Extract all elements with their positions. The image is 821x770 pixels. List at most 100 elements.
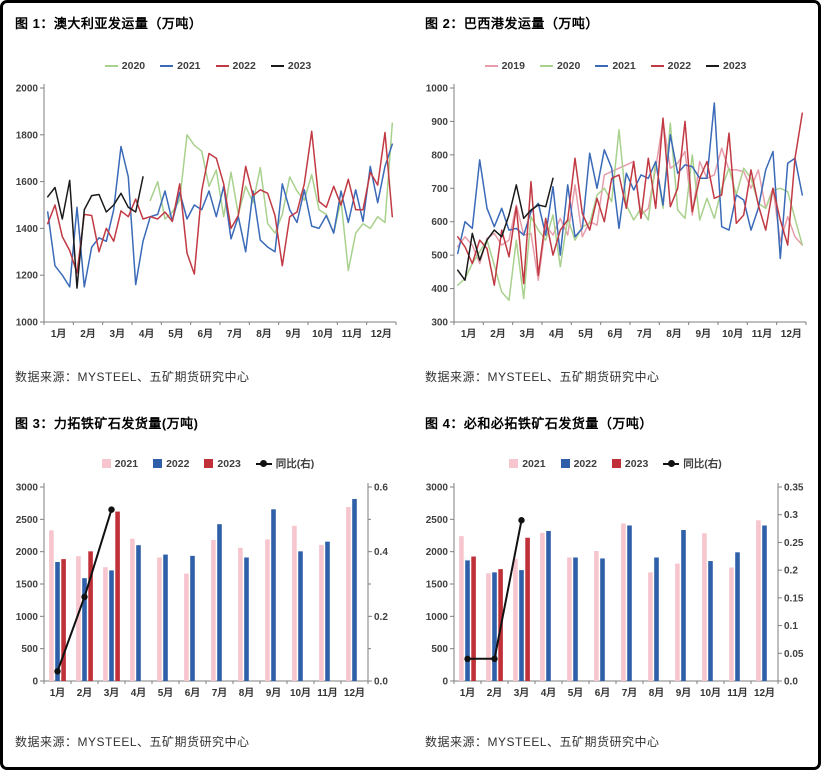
legend-line-swatch-icon — [160, 64, 174, 68]
legend-bar-swatch-icon — [204, 459, 214, 468]
svg-text:9月: 9月 — [266, 687, 282, 699]
svg-text:8月: 8月 — [649, 687, 665, 699]
legend-item-2023: 2023 — [270, 60, 312, 72]
svg-text:7月: 7月 — [227, 328, 243, 340]
legend-line-swatch-icon — [215, 64, 229, 68]
svg-text:2月: 2月 — [490, 328, 506, 340]
chart-cell-brazil: 图 2：巴西港发运量（万吨） 2019 2020 2021 2022 2023 300 4… — [413, 3, 818, 403]
svg-text:500: 500 — [21, 644, 38, 655]
chart-legend-rio-tinto: 2021 2022 2023 同比(右) — [3, 456, 413, 471]
svg-text:2500: 2500 — [16, 515, 39, 526]
svg-text:2000: 2000 — [16, 84, 39, 95]
svg-text:12月: 12月 — [781, 328, 802, 340]
chart-canvas-australia: 1000 1200 1400 1600 1800 2000 1月 2月 3月 4月 5月 6月 7月 8月… — [16, 84, 397, 340]
svg-text:11月: 11月 — [317, 687, 338, 699]
chart-legend-brazil: 2019 2020 2021 2022 2023 — [413, 60, 818, 72]
bar-series-2021 — [459, 520, 761, 681]
svg-text:5月: 5月 — [578, 328, 594, 340]
svg-text:0.6: 0.6 — [374, 483, 388, 494]
legend-bar-swatch-icon — [101, 459, 111, 468]
legend-item-2023: 2023 — [204, 458, 241, 470]
svg-text:6月: 6月 — [595, 687, 611, 699]
svg-text:10月: 10月 — [700, 687, 721, 699]
legend-label: 同比(右) — [683, 458, 722, 470]
svg-text:10月: 10月 — [312, 328, 333, 340]
svg-text:12月: 12月 — [754, 687, 775, 699]
svg-text:700: 700 — [431, 184, 448, 195]
svg-text:1月: 1月 — [50, 687, 66, 699]
legend-label: 2023 — [624, 457, 649, 470]
line-series-2022 — [456, 112, 804, 286]
svg-text:9月: 9月 — [286, 328, 302, 340]
svg-text:3月: 3月 — [514, 687, 530, 699]
svg-text:2月: 2月 — [487, 687, 503, 699]
legend-label: 同比(右) — [275, 458, 315, 470]
x-axis: 1月 2月 3月 4月 5月 6月 7月 8月 9月 10月 11月 12月 — [453, 680, 779, 699]
svg-text:500: 500 — [431, 251, 448, 262]
line-series-同比(右) — [54, 506, 115, 675]
data-source-australia: 数据来源：MYSTEEL、五矿期货研究中心 — [15, 370, 250, 384]
legend-line-swatch-icon — [706, 64, 720, 68]
chart-title-bhp: 图 4：必和必拓铁矿石发货量（万吨） — [425, 416, 653, 431]
line-series-2020 — [149, 122, 394, 272]
legend-label: 2021 — [522, 457, 546, 470]
svg-text:1000: 1000 — [426, 84, 449, 95]
svg-text:12月: 12月 — [344, 687, 365, 699]
svg-text:5月: 5月 — [568, 687, 584, 699]
svg-text:1月: 1月 — [460, 687, 476, 699]
svg-text:1500: 1500 — [426, 580, 449, 591]
legend-item-2020: 2020 — [539, 60, 580, 72]
legend-line-swatch-icon — [650, 64, 664, 68]
svg-text:6月: 6月 — [608, 328, 624, 340]
bar-series-2023 — [61, 511, 120, 681]
svg-text:2000: 2000 — [426, 547, 449, 558]
legend-label: 2020 — [121, 60, 146, 72]
legend-item-2022: 2022 — [560, 458, 597, 470]
svg-text:0.1: 0.1 — [784, 621, 798, 632]
data-source-rio-tinto: 数据来源：MYSTEEL、五矿期货研究中心 — [15, 735, 250, 749]
svg-text:7月: 7月 — [622, 687, 638, 699]
svg-text:0.4: 0.4 — [374, 547, 388, 558]
legend-item-同比(右): 同比(右) — [255, 456, 315, 471]
legend-bar-swatch-icon — [611, 459, 621, 468]
svg-text:5月: 5月 — [168, 328, 184, 340]
legend-dot-icon — [667, 460, 675, 467]
svg-text:300: 300 — [431, 318, 448, 329]
legend-item-2021: 2021 — [595, 60, 636, 72]
legend-label: 2023 — [287, 60, 312, 72]
legend-item-2022: 2022 — [153, 458, 189, 470]
svg-text:4月: 4月 — [541, 687, 557, 699]
svg-text:0.2: 0.2 — [374, 612, 388, 623]
legend-bar-swatch-icon — [509, 459, 519, 468]
svg-text:6月: 6月 — [185, 687, 201, 699]
svg-text:1月: 1月 — [51, 328, 67, 340]
x-axis: 1月 2月 3月 4月 5月 6月 7月 8月 9月 10月 11月 12月 — [43, 321, 397, 340]
line-series-2020 — [456, 122, 804, 302]
svg-text:0.15: 0.15 — [784, 593, 804, 604]
svg-text:1月: 1月 — [461, 328, 477, 340]
svg-text:0.35: 0.35 — [784, 483, 804, 494]
data-source-brazil: 数据来源：MYSTEEL、五矿期货研究中心 — [425, 370, 660, 384]
svg-text:1000: 1000 — [16, 318, 39, 329]
svg-text:8月: 8月 — [256, 328, 272, 340]
svg-text:10月: 10月 — [722, 328, 743, 340]
chart-legend-australia: 2020 2021 2022 2023 — [3, 60, 413, 72]
line-series-同比(右) — [464, 517, 525, 663]
svg-text:3月: 3月 — [110, 328, 126, 340]
line-series-2023 — [46, 176, 144, 289]
legend-item-2021: 2021 — [509, 457, 546, 470]
chart-title-brazil: 图 2：巴西港发运量（万吨） — [425, 16, 599, 31]
chart-cell-bhp: 图 4：必和必拓铁矿石发货量（万吨） 2021 2022 2023 同比(右) 0 50… — [413, 403, 818, 767]
svg-text:900: 900 — [431, 117, 448, 128]
svg-text:12月: 12月 — [371, 328, 392, 340]
svg-text:500: 500 — [431, 644, 448, 655]
legend-dot-icon — [260, 460, 268, 467]
legend-label: 2019 — [501, 60, 525, 72]
svg-text:2月: 2月 — [77, 687, 93, 699]
svg-text:0.3: 0.3 — [784, 510, 798, 521]
svg-text:1600: 1600 — [16, 177, 39, 188]
svg-text:11月: 11月 — [342, 328, 363, 340]
data-source-bhp: 数据来源：MYSTEEL、五矿期货研究中心 — [425, 735, 660, 749]
svg-text:8月: 8月 — [239, 687, 255, 699]
legend-item-2021: 2021 — [160, 60, 201, 72]
